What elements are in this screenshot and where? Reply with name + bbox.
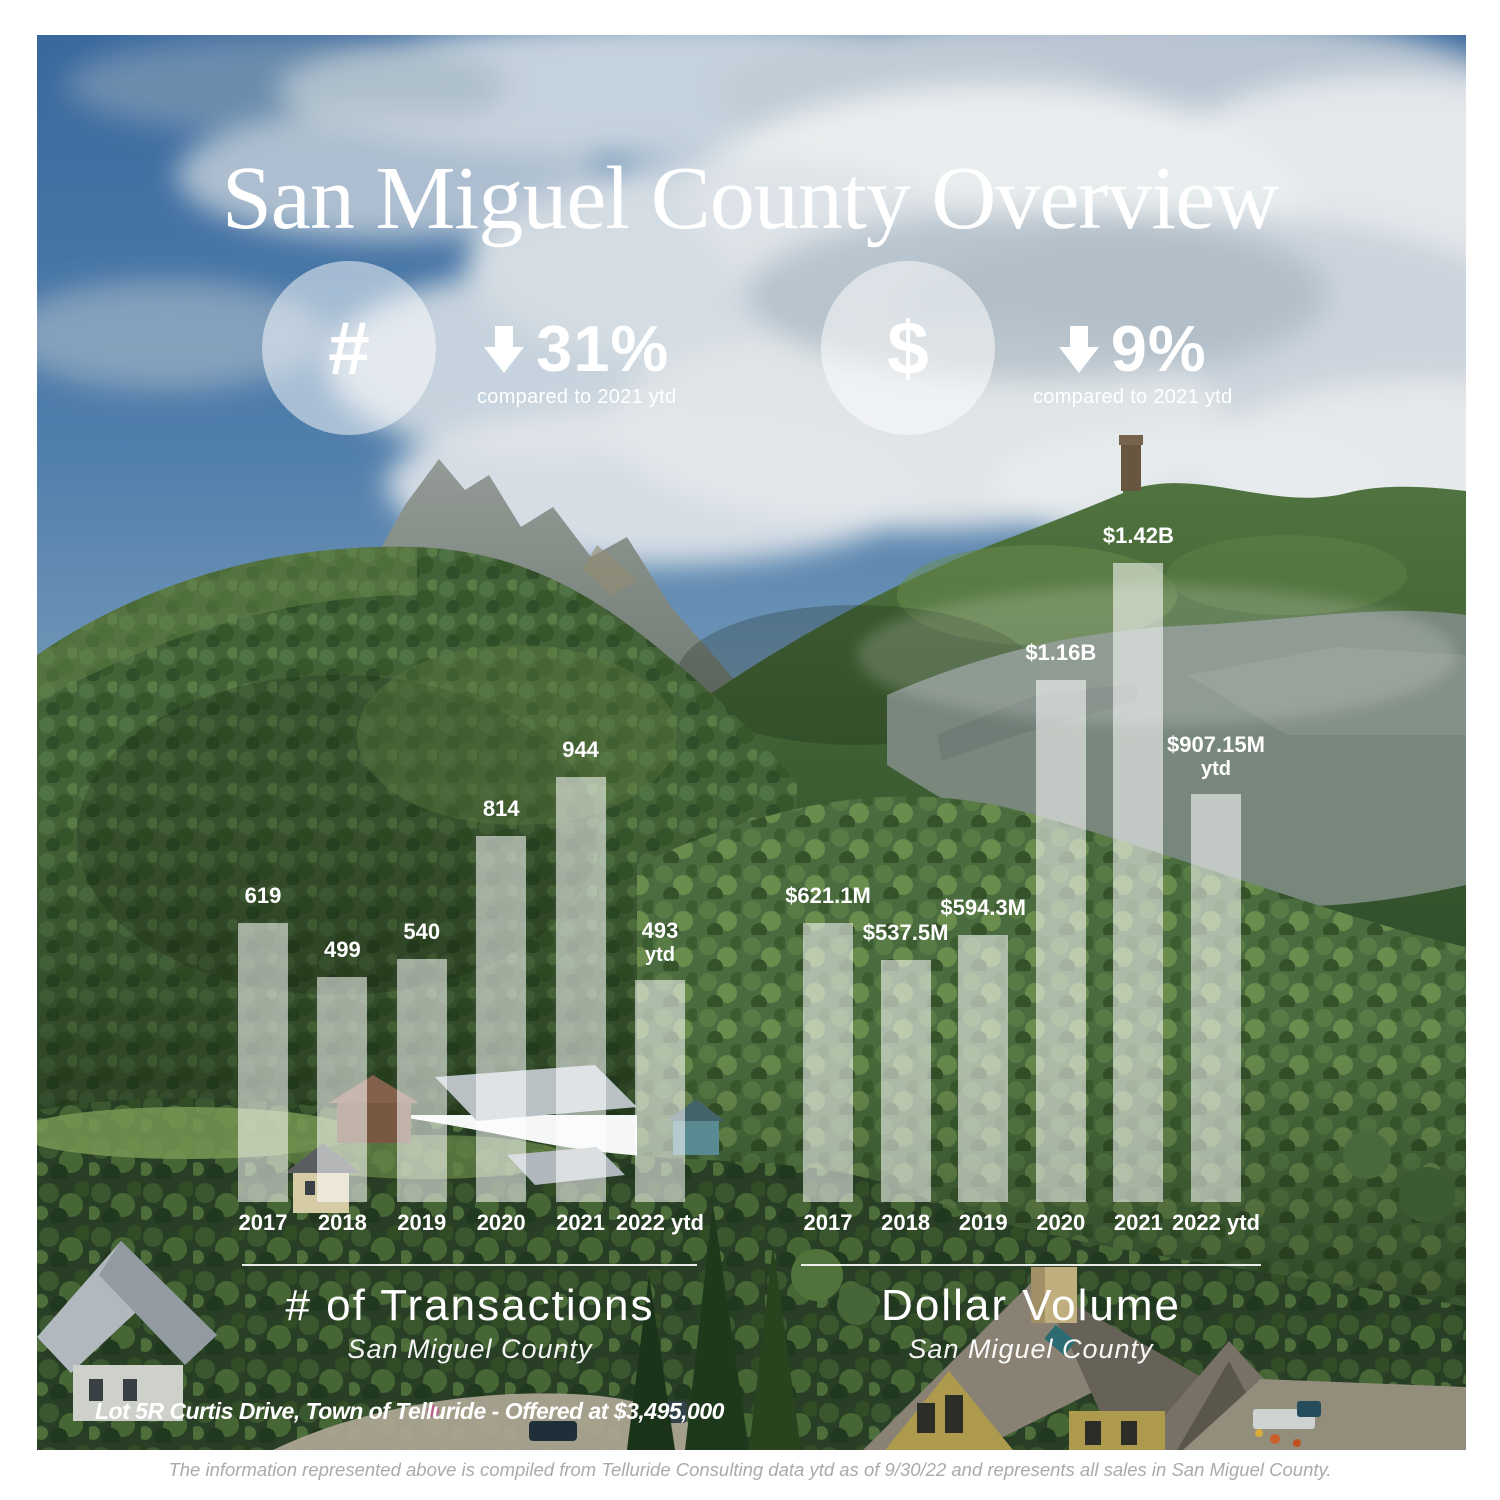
chart-subtitle: San Miguel County xyxy=(908,1334,1154,1364)
x-axis-label: 2021 xyxy=(1113,1210,1163,1235)
down-arrow-icon xyxy=(1058,324,1099,374)
bar-value-label: 944 xyxy=(562,737,599,763)
bar xyxy=(634,980,685,1202)
transactions-circle-badge: # xyxy=(262,261,436,435)
bar-value-label: $621.1M xyxy=(785,882,871,908)
transactions-change-row: 31% xyxy=(484,312,670,385)
bar-column: 499 2018 xyxy=(317,937,368,1236)
bar-column: 493 ytd 2022 ytd xyxy=(616,918,704,1236)
dollar-volume-chart-divider xyxy=(801,1264,1261,1266)
hash-icon: # xyxy=(328,305,370,390)
x-axis-label: 2017 xyxy=(803,1210,853,1235)
bar-column: 814 2020 xyxy=(476,795,527,1236)
mountain-landscape xyxy=(37,35,1466,1450)
bar-column: 944 2021 xyxy=(555,737,606,1236)
x-axis-label: 2022 ytd xyxy=(1171,1210,1260,1235)
dollar-change-value: 9% xyxy=(1110,312,1207,385)
background-photo xyxy=(37,35,1466,1450)
bar xyxy=(555,777,606,1202)
bar-value-label: 814 xyxy=(482,795,520,821)
x-axis-label: 2017 xyxy=(238,1210,288,1235)
bar xyxy=(1035,680,1086,1202)
transactions-chart-title-block: # of Transactions San Miguel County xyxy=(285,1281,655,1365)
bar xyxy=(1190,793,1241,1202)
bar-value-label: $1.42B xyxy=(1102,523,1174,548)
transactions-chart: 619 2017 499 2018 540 2019 814 2020 944 2021 493 yt… xyxy=(238,737,704,1236)
x-axis-label: 2020 xyxy=(1036,1210,1086,1235)
chart-subtitle: San Miguel County xyxy=(347,1334,593,1364)
bar-value-label: $537.5M xyxy=(862,920,949,946)
bar-column: $537.5M 2018 xyxy=(863,920,949,1236)
property-caption: Lot 5R Curtis Drive, Town of Telluride -… xyxy=(95,1398,724,1424)
bar-value-label: $907.15M xyxy=(1167,731,1265,757)
bar xyxy=(476,835,527,1202)
bar-column: $594.3M 2019 xyxy=(940,895,1026,1236)
bar-column: 540 2019 xyxy=(396,919,447,1236)
chart-title: # of Transactions xyxy=(285,1281,655,1330)
footer-disclaimer: The information represented above is com… xyxy=(168,1459,1332,1480)
bar-column: $907.15M ytd 2022 ytd xyxy=(1167,732,1265,1236)
x-axis-label: 2019 xyxy=(958,1210,1008,1235)
bar-column: $621.1M 2017 xyxy=(785,883,871,1237)
bar-value-sublabel: ytd xyxy=(644,944,675,967)
bar-column: $1.16B 2020 xyxy=(1025,640,1096,1236)
bar xyxy=(880,960,931,1202)
transactions-stat: 31% compared to 2021 ytd xyxy=(477,312,677,409)
bar xyxy=(317,977,368,1202)
dollar-stat: 9% compared to 2021 ytd xyxy=(1033,312,1233,409)
x-axis-label: 2021 xyxy=(556,1210,606,1235)
transactions-change-value: 31% xyxy=(536,312,670,385)
x-axis-label: 2022 ytd xyxy=(615,1210,704,1235)
bar-value-label: $594.3M xyxy=(940,894,1026,920)
transactions-change-note: compared to 2021 ytd xyxy=(477,386,677,408)
transactions-chart-divider xyxy=(242,1264,697,1266)
bar xyxy=(803,922,853,1202)
bar xyxy=(958,934,1009,1202)
x-axis-label: 2019 xyxy=(397,1210,447,1235)
dollar-change-row: 9% xyxy=(1058,312,1207,385)
bar xyxy=(396,959,447,1202)
x-axis-label: 2020 xyxy=(476,1210,526,1235)
bar xyxy=(238,923,288,1202)
dollar-change-note: compared to 2021 ytd xyxy=(1033,386,1233,408)
bar-value-label: 499 xyxy=(324,937,361,963)
dollar-volume-chart-title-block: Dollar Volume San Miguel County xyxy=(881,1281,1181,1365)
bar-column: 619 2017 xyxy=(238,883,288,1236)
bar-value-label: 493 xyxy=(641,918,679,944)
dollar-volume-chart: $621.1M 2017 $537.5M 2018 $594.3M 2019 $1.16B 2… xyxy=(785,523,1265,1237)
bar-value-label: $1.16B xyxy=(1025,640,1097,665)
down-arrow-icon xyxy=(484,324,525,374)
bar-value-label: 619 xyxy=(244,883,282,909)
bar-value-sublabel: ytd xyxy=(1200,757,1231,780)
chart-title: Dollar Volume xyxy=(881,1281,1181,1330)
dollar-circle-badge: $ xyxy=(821,261,995,435)
bar xyxy=(1113,563,1164,1202)
dollar-icon: $ xyxy=(887,305,929,390)
x-axis-label: 2018 xyxy=(317,1210,367,1235)
bar-value-label: 540 xyxy=(403,919,441,944)
x-axis-label: 2018 xyxy=(881,1210,931,1235)
page-title: San Miguel County Overview xyxy=(221,149,1279,248)
bar-column: $1.42B 2021 xyxy=(1103,523,1174,1236)
